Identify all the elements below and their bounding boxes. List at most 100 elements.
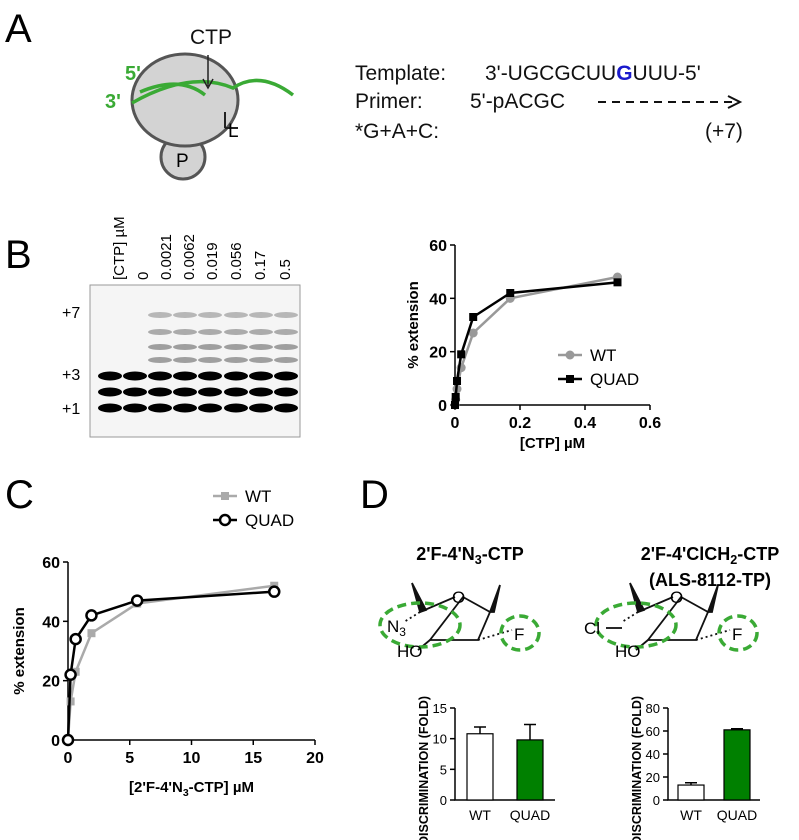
gel-band <box>148 371 172 381</box>
template-seq: 3'-UGCGCUUGUUU-5' <box>485 62 701 85</box>
product-label: (+7) <box>705 120 743 143</box>
y-tick-label: 0 <box>440 793 447 808</box>
legend-label: QUAD <box>590 370 639 389</box>
marker <box>64 668 77 681</box>
gel-band <box>148 403 172 413</box>
gel-band <box>98 387 122 397</box>
gel-band <box>274 312 298 318</box>
band-label: +3 <box>62 367 80 384</box>
gel-band <box>224 403 248 413</box>
ntp-label: *G+A+C: <box>355 120 439 143</box>
gel-band <box>123 403 147 413</box>
x-tick-label: 0.6 <box>639 415 661 432</box>
bar <box>723 729 751 801</box>
atom: N <box>387 617 399 636</box>
y-tick-label: 40 <box>646 747 660 762</box>
y-tick-label: 80 <box>646 701 660 716</box>
panel-label: A <box>5 7 32 51</box>
x-tick-label: 5 <box>125 750 134 767</box>
gel-band <box>173 357 197 363</box>
primer-seq: 5'-pACGC <box>470 90 565 113</box>
template-label: Template: <box>355 62 446 85</box>
lane-label: 0.0062 <box>181 234 198 280</box>
marker <box>613 278 622 287</box>
gel-band <box>148 312 172 318</box>
gel-band <box>224 312 248 318</box>
atom: N3 <box>387 617 406 639</box>
x-tick-label: 15 <box>244 750 262 767</box>
marker <box>566 375 574 383</box>
structure <box>594 582 759 652</box>
three-prime: 3' <box>105 91 121 113</box>
legend-label: QUAD <box>245 511 294 530</box>
marker <box>85 609 98 622</box>
marker <box>221 492 229 500</box>
chart-title-part: 2'F-4'N <box>416 544 475 564</box>
x-tick-label: 0.4 <box>574 415 596 432</box>
seq-highlight: G <box>616 62 632 85</box>
gel-band <box>249 344 273 350</box>
gel-band <box>249 357 273 363</box>
bar <box>516 739 544 801</box>
x-tick-label: WT <box>469 807 491 823</box>
primer-label: Primer: <box>355 90 423 113</box>
gel-band <box>198 371 222 381</box>
chart-subtitle: (ALS-8112-TP) <box>649 570 771 590</box>
y-tick-label: 60 <box>646 724 660 739</box>
chart-title-part: -CTP <box>482 544 524 564</box>
x-axis-label: [2'F-4'N3-CTP] µM <box>129 779 254 799</box>
legend-label: WT <box>590 346 616 365</box>
y-tick-label: 5 <box>440 762 447 777</box>
x-tick-label: 20 <box>306 750 324 767</box>
y-tick-label: 20 <box>42 674 60 691</box>
y-tick-label: 40 <box>429 291 447 308</box>
y-tick-label: 60 <box>429 238 447 255</box>
atom: F <box>514 625 524 644</box>
gel-band <box>224 344 248 350</box>
error-bar <box>731 727 743 730</box>
panel-label: D <box>360 473 389 517</box>
gel-band <box>198 387 222 397</box>
y-tick-label: 20 <box>646 770 660 785</box>
y-axis-label: DISCRIMINATION (FOLD) <box>417 696 431 840</box>
gel-band <box>249 403 273 413</box>
x-tick-label: 0.2 <box>509 415 531 432</box>
gel-header: [CTP] µM <box>111 216 128 280</box>
gel-band <box>249 371 273 381</box>
y-tick-label: 0 <box>51 733 60 750</box>
error-bar <box>524 723 536 740</box>
y-tick-label: 20 <box>429 345 447 362</box>
x-tick-label: 10 <box>183 750 201 767</box>
atom: O <box>452 588 465 607</box>
marker <box>565 350 575 360</box>
gel-band <box>148 357 172 363</box>
y-tick-label: 0 <box>438 398 447 415</box>
gel-band <box>198 403 222 413</box>
gel-band <box>224 329 248 335</box>
marker <box>69 632 82 646</box>
band-label: +7 <box>62 305 80 322</box>
atom: HO <box>615 642 641 661</box>
x-axis-label-part: [2'F-4'N <box>129 779 183 796</box>
gel-band <box>98 371 122 381</box>
atom: Cl <box>584 619 600 638</box>
gel-band <box>224 387 248 397</box>
gel-band <box>274 387 298 397</box>
gel-band <box>148 387 172 397</box>
atom: HO <box>397 642 423 661</box>
atom: O <box>670 588 683 607</box>
chart-title-part: 2 <box>730 553 737 567</box>
gel-band <box>249 312 273 318</box>
marker <box>61 733 75 747</box>
gel-band <box>274 329 298 335</box>
panel-label: C <box>5 473 34 517</box>
gel-band <box>123 371 147 381</box>
gel-band <box>173 344 197 350</box>
error-bar <box>474 726 486 734</box>
marker <box>218 513 232 527</box>
marker <box>451 393 460 401</box>
gel-image <box>89 284 301 438</box>
gel-band <box>148 344 172 350</box>
x-axis-label: [CTP] µM <box>520 435 585 452</box>
lane-label: 0.5 <box>277 259 294 280</box>
